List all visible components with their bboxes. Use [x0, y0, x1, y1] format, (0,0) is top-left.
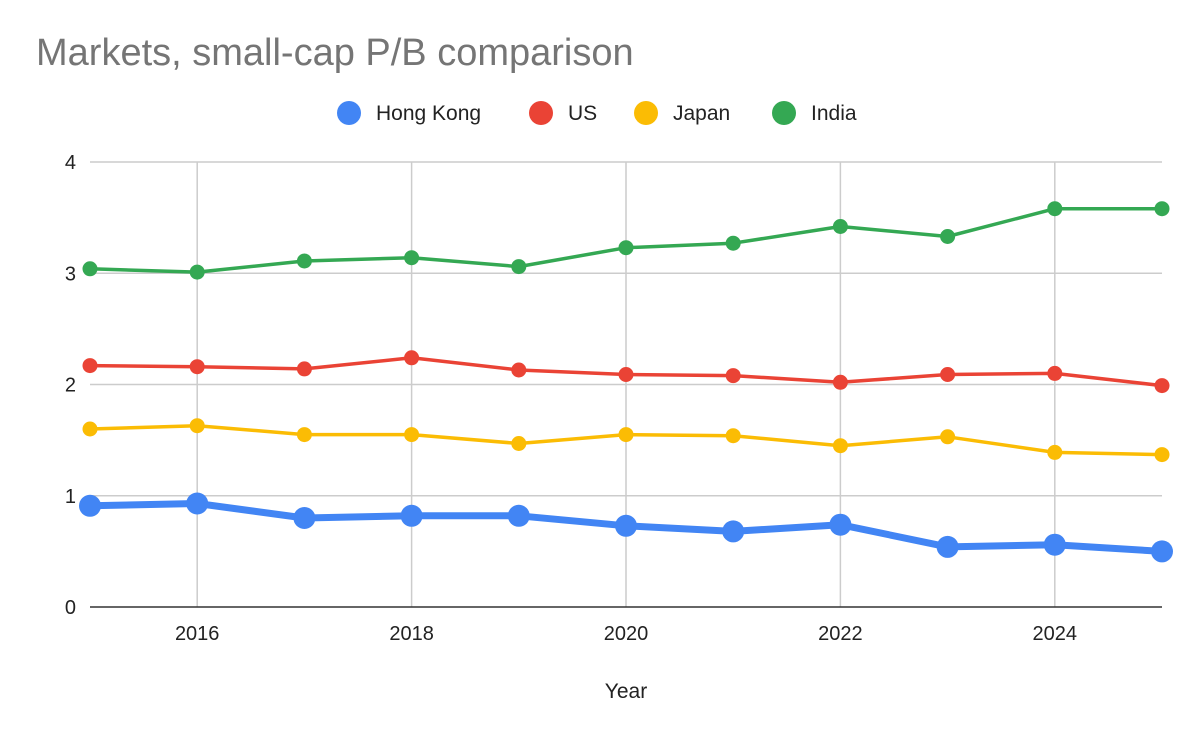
data-point-india: [832, 219, 848, 234]
tick-labels: 0 1 2 3 4 2016 2018 2020 2022 2024: [65, 152, 1077, 645]
y-tick-label: 2: [65, 375, 76, 397]
data-point-japan: [618, 427, 634, 443]
data-point-us: [1047, 365, 1063, 381]
legend-marker-japan: [634, 101, 658, 125]
data-point-hong-kong: [79, 494, 101, 517]
data-point-japan: [404, 427, 420, 443]
data-point-india: [940, 229, 956, 244]
data-point-us: [832, 374, 848, 390]
data-point-hong-kong: [186, 492, 209, 515]
y-tick-label: 1: [65, 486, 76, 508]
data-point-us: [82, 358, 98, 374]
data-point-japan: [511, 436, 527, 451]
y-tick-label: 0: [65, 597, 76, 619]
legend-label-hong-kong: Hong Kong: [376, 102, 481, 125]
x-tick-label: 2016: [175, 623, 220, 645]
data-point-india: [1047, 201, 1063, 217]
data-point-india: [82, 261, 98, 277]
legend-marker-us: [529, 101, 553, 125]
legend-marker-hong-kong: [337, 101, 361, 125]
data-point-us: [511, 362, 527, 378]
data-point-hong-kong: [293, 507, 316, 529]
data-point-india: [296, 253, 312, 269]
data-point-india: [404, 250, 420, 266]
chart-title: Markets, small-cap P/B comparison: [36, 32, 634, 74]
data-point-japan: [296, 427, 312, 443]
data-point-hong-kong: [936, 535, 959, 558]
data-point-us: [940, 367, 956, 382]
data-point-us: [404, 350, 420, 366]
data-point-japan: [832, 438, 848, 454]
data-point-hong-kong: [615, 514, 637, 537]
data-point-us: [618, 367, 634, 382]
x-tick-label: 2024: [1033, 623, 1078, 645]
data-point-hong-kong: [722, 520, 745, 543]
data-point-japan: [1047, 444, 1063, 460]
data-point-us: [725, 368, 741, 384]
y-tick-label: 4: [65, 152, 76, 174]
legend: Hong Kong US Japan India: [337, 101, 857, 125]
y-tick-label: 3: [65, 263, 76, 285]
data-point-japan: [189, 418, 205, 434]
data-point-japan: [1154, 447, 1170, 463]
data-point-hong-kong: [829, 513, 852, 536]
x-tick-label: 2020: [604, 623, 649, 645]
data-point-india: [725, 235, 741, 251]
series-points: [79, 201, 1173, 563]
data-point-india: [511, 259, 527, 275]
data-point-hong-kong: [400, 504, 423, 527]
gridlines: [90, 161, 1162, 607]
data-point-hong-kong: [1151, 540, 1173, 563]
x-axis-label: Year: [605, 680, 647, 703]
legend-label-japan: Japan: [673, 102, 730, 125]
data-point-india: [189, 264, 205, 280]
data-point-us: [296, 361, 312, 377]
data-point-us: [189, 359, 205, 375]
x-tick-label: 2022: [818, 623, 863, 645]
legend-label-india: India: [811, 102, 857, 125]
data-point-us: [1154, 378, 1170, 394]
data-point-hong-kong: [1043, 533, 1066, 556]
legend-marker-india: [772, 101, 796, 125]
data-point-hong-kong: [507, 504, 530, 527]
data-point-india: [1154, 201, 1170, 217]
data-point-japan: [82, 421, 98, 437]
data-point-japan: [940, 429, 956, 445]
data-point-japan: [725, 428, 741, 444]
legend-label-us: US: [568, 102, 597, 125]
data-point-india: [618, 240, 634, 256]
x-tick-label: 2018: [389, 623, 434, 645]
